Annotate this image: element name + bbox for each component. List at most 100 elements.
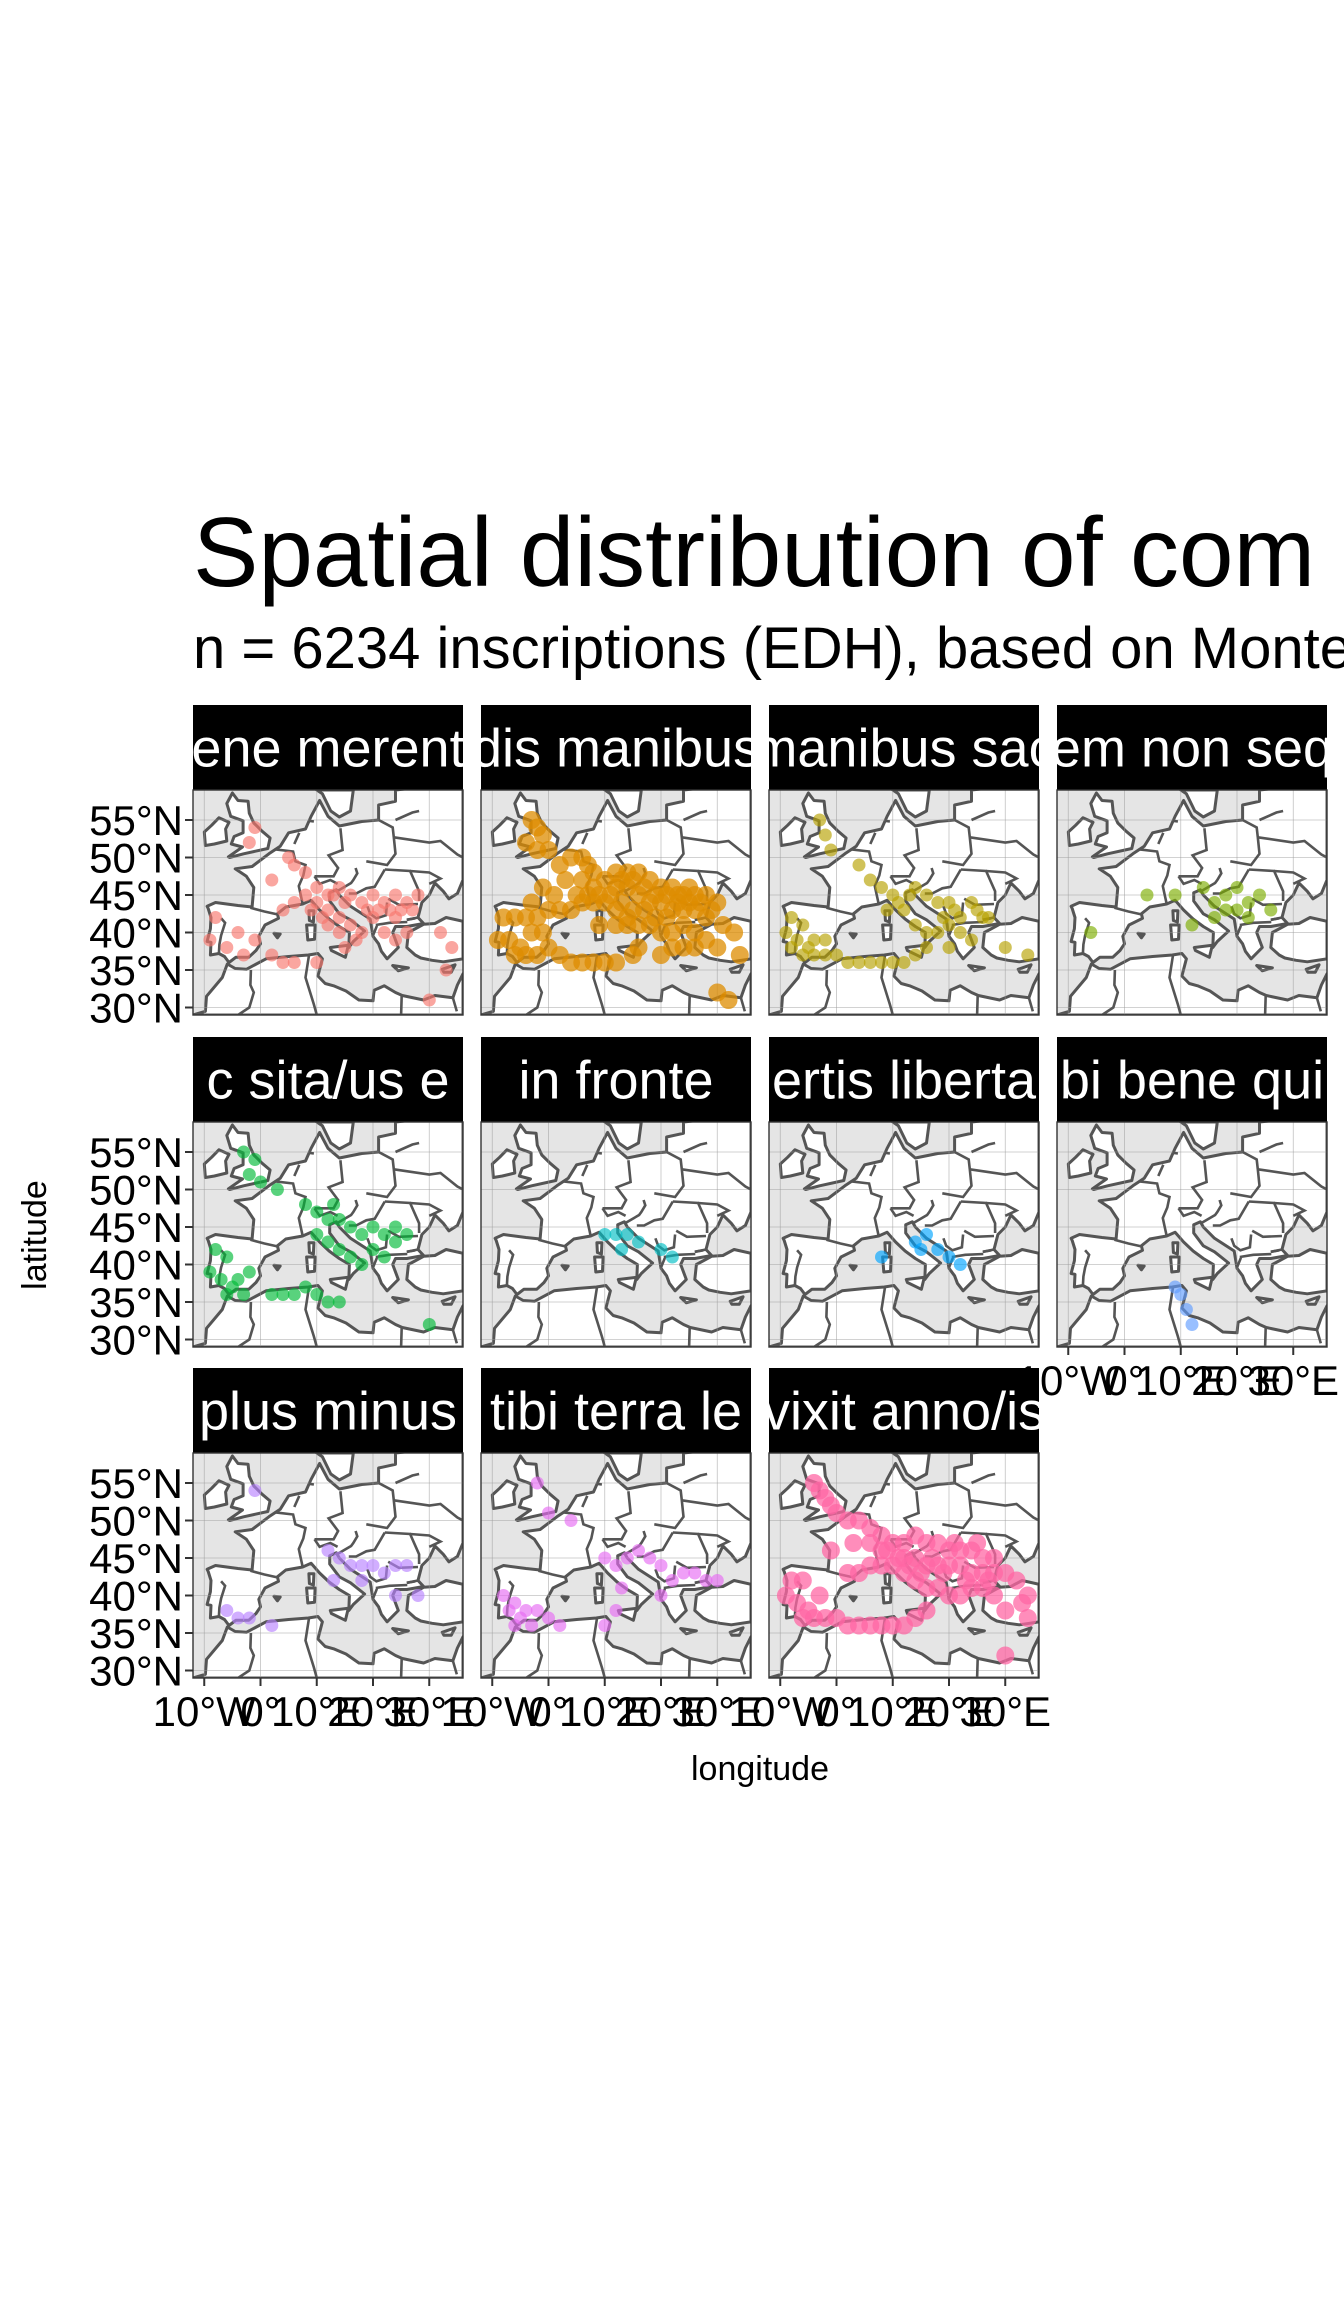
data-point [366,1559,380,1572]
data-point [522,893,541,912]
land-area [202,1479,231,1510]
data-point [321,1544,335,1557]
data-point [287,1288,301,1301]
land-area [440,1295,457,1306]
data-point [965,933,978,947]
y-tick-label: 40°N [89,910,183,957]
country-border [308,1151,315,1155]
data-point [1013,1594,1032,1612]
data-point [908,918,922,932]
land-area [440,1626,457,1637]
country-border [654,1150,685,1199]
country-border [274,1511,308,1568]
data-point [439,963,453,977]
data-point [310,956,324,969]
land-area [315,790,355,819]
country-border [687,1658,691,1678]
data-point [1219,903,1233,917]
x-tick-label: 10°E [847,1688,939,1735]
data-point [411,1589,425,1602]
data-point [1219,888,1233,902]
panel-frame [1056,1121,1328,1348]
data-point [863,956,877,969]
y-tick-label: 50°N [89,1167,183,1214]
country-border [687,995,691,1015]
country-border [409,1201,444,1217]
facet-strip-label: c sita/us e [206,1051,449,1111]
land-area [490,816,519,847]
country-border [1258,1141,1284,1154]
data-point [945,1534,964,1552]
data-point [903,888,917,902]
data-point [598,1228,612,1241]
data-point [445,941,459,954]
country-border [406,917,416,922]
panel-frame [192,1121,464,1348]
country-border [1270,917,1280,922]
country-border [293,832,301,845]
data-point [677,1566,690,1580]
country-border [250,1569,279,1579]
data-point [332,1295,346,1309]
data-point [355,1559,369,1572]
country-border [393,1499,463,1522]
data-point [237,1145,251,1159]
data-point [530,1604,544,1617]
data-point [953,1258,967,1271]
country-border [525,969,544,1015]
data-point [953,926,967,939]
country-border [1248,1200,1285,1233]
facet-panel: in fronte [480,1037,752,1348]
country-border [912,867,935,893]
country-border [985,869,1020,885]
land-area [778,816,807,847]
land-area [513,1123,560,1191]
country-border [314,828,344,878]
y-tick-label: 35°N [89,1610,183,1657]
land-area [679,1296,698,1305]
data-point [332,1243,346,1256]
data-point [389,1589,402,1602]
country-border [375,1583,408,1590]
data-point [276,903,290,917]
country-border [813,1301,832,1347]
data-point [654,1589,668,1602]
country-border [681,1168,751,1191]
country-border [672,1531,709,1564]
facet-strip-label: bi bene qui [1060,1051,1324,1111]
country-border [682,809,708,822]
data-point [598,1619,612,1632]
facet-strip [481,1037,751,1122]
country-border [1235,925,1243,936]
country-border [869,1495,877,1508]
country-border [975,995,979,1015]
country-border [850,848,884,905]
country-border [592,1287,607,1347]
data-point [629,938,648,957]
country-border [682,1141,708,1154]
land-area [225,1123,272,1191]
facet-panel: tibi terra le 10°W0°10°E20°E30°E [441,1368,763,1735]
x-tick-label: 30°E [671,1688,763,1735]
country-border [505,1249,515,1286]
country-border [366,1481,397,1530]
land-area [490,1479,519,1510]
data-point [1230,903,1244,917]
data-point [366,888,380,902]
y-tick-label: 30°N [89,985,183,1032]
land-area [328,1275,350,1291]
country-border [675,1229,707,1239]
country-border [1157,832,1165,845]
country-border [1263,1327,1267,1347]
country-border [884,1482,891,1486]
data-point [878,1541,897,1560]
land-area [1192,943,1214,959]
data-point [931,896,945,909]
data-point [852,858,866,872]
data-point [1230,881,1244,894]
data-point [1185,1318,1199,1331]
country-border [314,1491,344,1541]
land-area [848,931,858,940]
